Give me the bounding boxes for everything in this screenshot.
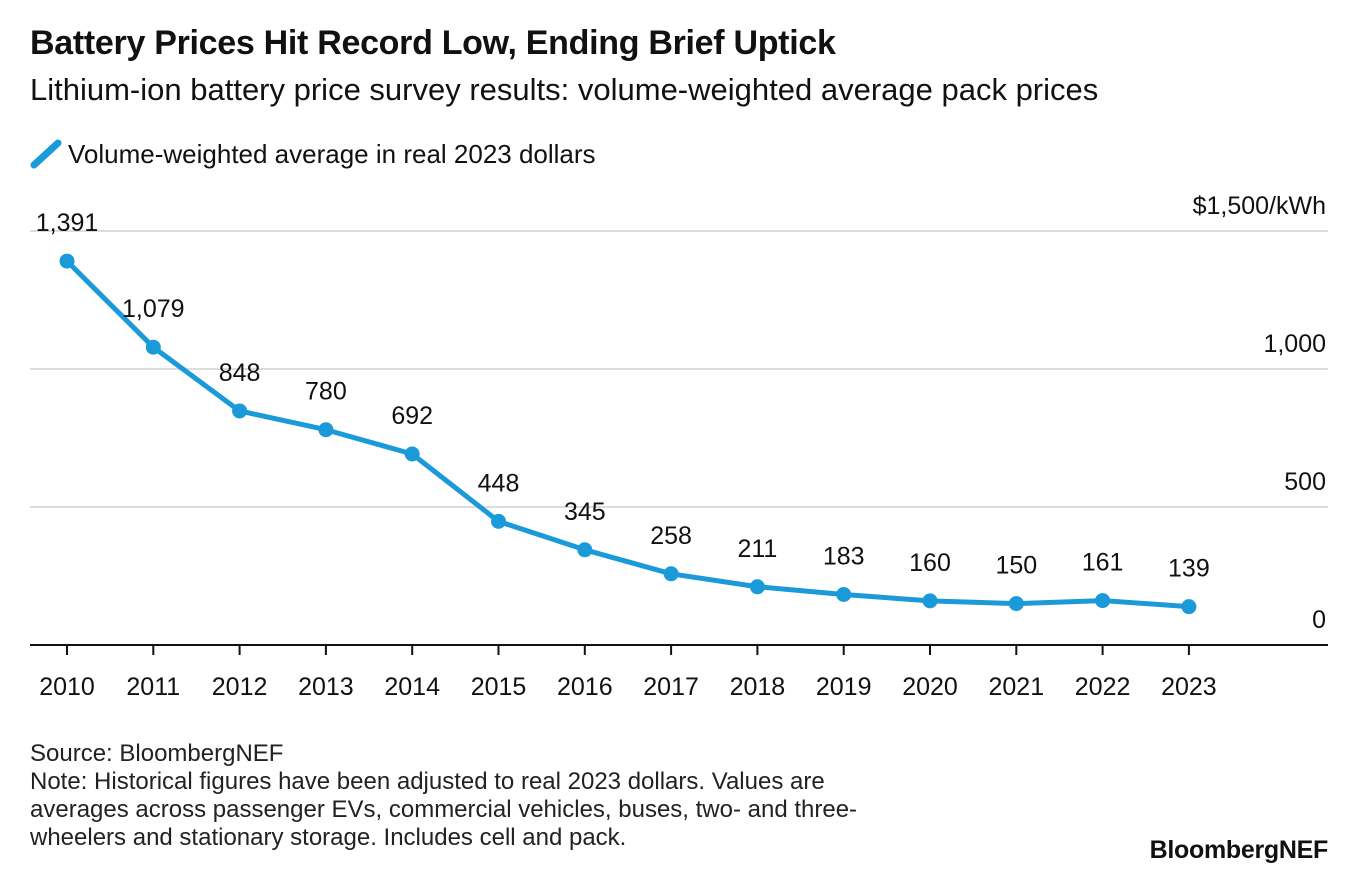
legend-line-swatch [30,139,62,169]
data-point [577,542,593,558]
data-label: 183 [823,542,865,570]
data-point [232,403,248,419]
x-tick-label: 2022 [1075,673,1131,701]
x-tick-label: 2023 [1161,673,1217,701]
legend-line-icon [30,139,62,169]
x-tick-label: 2014 [384,673,440,701]
x-tick-label: 2015 [471,673,527,701]
x-tick-label: 2020 [902,673,958,701]
y-tick-label: $1,500/kWh [1193,192,1326,220]
y-tick-label: 500 [1284,468,1326,496]
note-line-1: Note: Historical figures have been adjus… [30,768,825,795]
data-point [663,566,679,582]
gridlines [30,230,1328,508]
data-label: 448 [478,469,520,497]
brand-logo-text: BloombergNEF [1149,836,1329,864]
x-tick-label: 2010 [39,673,95,701]
data-point [145,339,161,355]
x-tick-label: 2018 [730,673,786,701]
data-point [1181,599,1197,615]
x-tick-label: 2017 [643,673,699,701]
x-tick-label: 2019 [816,673,872,701]
y-axis-ticks: 0 500 1,000 $1,500/kWh [1193,192,1326,634]
legend: Volume-weighted average in real 2023 dol… [30,136,596,172]
data-point [922,593,938,609]
data-label: 161 [1082,549,1124,577]
note-line-3: wheelers and stationary storage. Include… [30,824,627,851]
chart-title: Battery Prices Hit Record Low, Ending Br… [30,24,836,62]
data-point [491,513,506,529]
data-label: 345 [564,498,606,526]
data-label: 1,079 [122,295,185,323]
data-label: 211 [737,535,777,563]
series-line [64,258,1192,610]
data-point [318,422,334,438]
x-tick-label: 2013 [298,673,354,701]
data-point [404,446,420,462]
data-label: 150 [995,552,1037,580]
data-label: 258 [650,522,692,550]
data-label: 692 [391,402,433,430]
y-tick-label: 0 [1312,606,1326,634]
data-point [59,253,75,269]
data-label: 139 [1168,555,1210,583]
chart-subtitle: Lithium-ion battery price survey results… [30,72,1099,107]
data-point [749,579,765,595]
data-point [1095,593,1111,609]
data-label: 848 [219,359,261,387]
legend-label: Volume-weighted average in real 2023 dol… [68,138,596,169]
x-tick-label: 2016 [557,673,613,701]
data-label: 780 [305,378,347,406]
series-line-group [59,253,1197,615]
footer-notes: Source: BloombergNEF Note: Historical fi… [30,740,857,852]
x-axis-ticks: 2010 2011 2012 2013 2014 2015 2016 2017 2018 2019… [39,645,1217,701]
x-tick-label: 2021 [988,673,1044,701]
note-line-2: averages across passenger EVs, commercia… [30,796,858,823]
x-tick-label: 2012 [212,673,268,701]
x-tick-label: 2011 [126,673,180,701]
y-tick-label: 1,000 [1263,330,1326,358]
source-text: Source: BloombergNEF [30,740,284,767]
data-labels: 1,391 1,079 848 780 692 448 345 258 211 183 160 150… [36,209,1210,583]
data-point [1008,596,1024,612]
data-label: 160 [909,549,951,577]
data-point [836,586,852,602]
data-label: 1,391 [36,209,99,237]
